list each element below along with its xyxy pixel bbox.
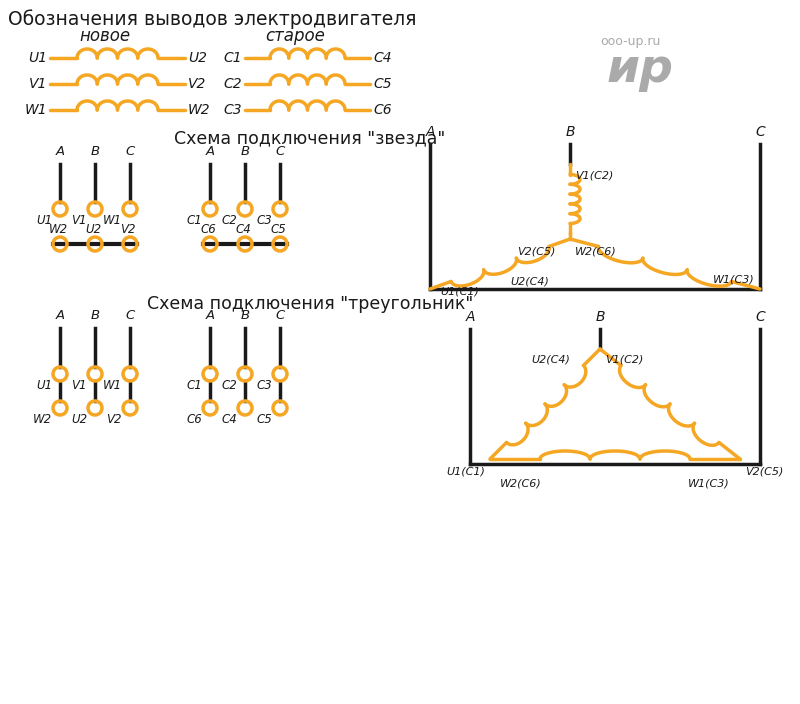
Text: новое: новое	[79, 27, 130, 45]
Text: C: C	[755, 125, 765, 139]
Text: V2: V2	[106, 413, 122, 426]
Text: C: C	[126, 309, 134, 322]
Text: C3: C3	[223, 103, 242, 117]
Text: C: C	[275, 309, 285, 322]
Text: V1: V1	[71, 379, 87, 392]
Text: C2: C2	[222, 214, 237, 227]
Text: U2(C4): U2(C4)	[531, 354, 570, 364]
Text: U1(C1): U1(C1)	[446, 467, 485, 477]
Text: V2(C5): V2(C5)	[517, 247, 555, 257]
Text: B: B	[90, 145, 99, 158]
Text: C5: C5	[256, 413, 272, 426]
Text: V1: V1	[29, 77, 47, 91]
Text: C3: C3	[256, 214, 272, 227]
Text: U2: U2	[85, 223, 101, 236]
Text: C: C	[275, 145, 285, 158]
Text: A: A	[55, 145, 65, 158]
Text: C1: C1	[223, 51, 242, 65]
Text: U1: U1	[36, 379, 52, 392]
Text: C4: C4	[235, 223, 251, 236]
Text: U1: U1	[28, 51, 47, 65]
Text: ooo-up.ru: ooo-up.ru	[600, 35, 660, 49]
Text: A: A	[206, 309, 214, 322]
Text: W1: W1	[103, 379, 122, 392]
Text: V1(C2): V1(C2)	[575, 171, 614, 181]
Text: B: B	[241, 145, 250, 158]
Text: A: A	[55, 309, 65, 322]
Text: C1: C1	[186, 214, 202, 227]
Text: C1: C1	[186, 379, 202, 392]
Text: W1: W1	[24, 103, 47, 117]
Text: C: C	[126, 145, 134, 158]
Text: W2: W2	[49, 223, 67, 236]
Text: Схема подключения "треугольник": Схема подключения "треугольник"	[147, 295, 473, 313]
Text: B: B	[595, 310, 605, 324]
Text: C6: C6	[373, 103, 392, 117]
Text: A: A	[466, 310, 474, 324]
Text: W2: W2	[188, 103, 210, 117]
Text: C: C	[755, 310, 765, 324]
Text: A: A	[426, 125, 434, 139]
Text: W2(C6): W2(C6)	[575, 247, 617, 257]
Text: V2: V2	[188, 77, 206, 91]
Text: B: B	[90, 309, 99, 322]
Text: V1: V1	[71, 214, 87, 227]
Text: C2: C2	[222, 379, 237, 392]
Text: W1: W1	[103, 214, 122, 227]
Text: ир: ир	[606, 46, 674, 92]
Text: U2(C4): U2(C4)	[510, 277, 550, 287]
Text: C5: C5	[373, 77, 392, 91]
Text: C2: C2	[223, 77, 242, 91]
Text: C5: C5	[270, 223, 286, 236]
Text: V1(C2): V1(C2)	[605, 354, 643, 364]
Text: B: B	[241, 309, 250, 322]
Text: W2(C6): W2(C6)	[500, 479, 542, 489]
Text: V2: V2	[120, 223, 136, 236]
Text: C4: C4	[373, 51, 392, 65]
Text: A: A	[206, 145, 214, 158]
Text: Схема подключения "звезда": Схема подключения "звезда"	[174, 129, 446, 147]
Text: W1(C3): W1(C3)	[714, 274, 755, 284]
Text: C4: C4	[222, 413, 237, 426]
Text: U2: U2	[71, 413, 87, 426]
Text: B: B	[566, 125, 574, 139]
Text: U1: U1	[36, 214, 52, 227]
Text: старое: старое	[265, 27, 325, 45]
Text: C6: C6	[200, 223, 216, 236]
Text: C6: C6	[186, 413, 202, 426]
Text: W2: W2	[33, 413, 52, 426]
Text: Обозначения выводов электродвигателя: Обозначения выводов электродвигателя	[8, 9, 417, 29]
Text: V2(C5): V2(C5)	[745, 467, 783, 477]
Text: U1(C1): U1(C1)	[440, 287, 479, 297]
Text: C3: C3	[256, 379, 272, 392]
Text: W1(C3): W1(C3)	[688, 479, 730, 489]
Text: U2: U2	[188, 51, 207, 65]
